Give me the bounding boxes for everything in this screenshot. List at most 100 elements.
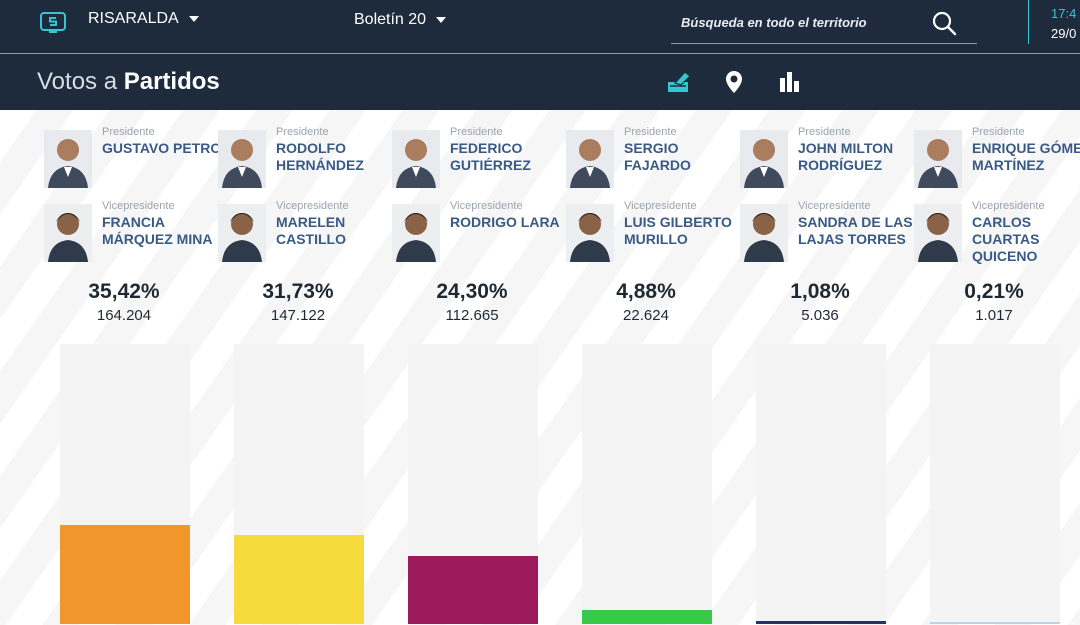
candidate-column: Presidente JOHN MILTON RODRÍGUEZ Vicepre… (696, 110, 913, 625)
vice-president-card[interactable]: Vicepresidente RODRIGO LARA (392, 200, 560, 270)
candidate-name: SERGIO FAJARDO (624, 140, 691, 173)
chevron-down-icon (188, 16, 199, 22)
vice-president-card[interactable]: Vicepresidente FRANCIA MÁRQUEZ MINA (44, 200, 212, 270)
president-card[interactable]: Presidente ENRIQUE GÓMEZ MARTÍNEZ (914, 126, 1080, 196)
avatar (740, 130, 788, 188)
role-label: Presidente (276, 126, 329, 138)
role-label: Vicepresidente (624, 200, 697, 212)
clock-date: 29/0 (1051, 26, 1077, 41)
region-dropdown[interactable]: RISARALDA (88, 10, 199, 28)
vote-count: 112.665 (445, 307, 499, 324)
president-card[interactable]: Presidente JOHN MILTON RODRÍGUEZ (740, 126, 896, 196)
candidate-column: Presidente ENRIQUE GÓMEZ MARTÍNEZ Vicepr… (870, 110, 1080, 625)
vote-percentage: 4,88% (616, 280, 676, 303)
vote-bar[interactable] (930, 622, 1060, 624)
candidate-column: Presidente GUSTAVO PETRO Vicepresidente … (0, 110, 221, 625)
president-card[interactable]: Presidente SERGIO FAJARDO (566, 126, 722, 196)
vice-president-card[interactable]: Vicepresidente SANDRA DE LAS LAJAS TORRE… (740, 200, 913, 270)
clock: 17:4 29/0 (1028, 0, 1080, 44)
vote-percentage: 1,08% (790, 280, 850, 303)
avatar (566, 204, 614, 262)
map-pin-icon[interactable] (720, 68, 748, 96)
vice-president-card[interactable]: Vicepresidente MARELEN CASTILLO (218, 200, 374, 270)
vote-bar[interactable] (582, 610, 712, 624)
avatar (914, 130, 962, 188)
role-label: Presidente (972, 126, 1025, 138)
top-bar: RISARALDA Boletín 20 17:4 29/0 (0, 0, 1080, 54)
candidate-name: GUSTAVO PETRO (102, 140, 222, 156)
president-card[interactable]: Presidente RODOLFO HERNÁNDEZ (218, 126, 374, 196)
avatar (740, 204, 788, 262)
vote-count: 5.036 (801, 307, 839, 324)
candidate-name: FEDERICO GUTIÉRREZ (450, 140, 531, 173)
bulletin-label: Boletín 20 (354, 11, 427, 28)
candidate-name: JOHN MILTON RODRÍGUEZ (798, 140, 894, 173)
role-label: Presidente (624, 126, 677, 138)
clock-time: 17:4 (1051, 6, 1077, 21)
page-title-main: Partidos (123, 68, 220, 95)
president-card[interactable]: Presidente FEDERICO GUTIÉRREZ (392, 126, 548, 196)
bar-track (408, 344, 538, 624)
avatar (392, 130, 440, 188)
page-title: Votos a Partidos (37, 68, 220, 96)
avatar (914, 204, 962, 262)
role-label: Presidente (450, 126, 503, 138)
candidate-column: Presidente FEDERICO GUTIÉRREZ Vicepresid… (348, 110, 560, 625)
candidate-name: CARLOS CUARTAS QUICENO (972, 214, 1040, 264)
search-box (671, 4, 977, 44)
bar-track (930, 344, 1060, 624)
candidate-name: MARELEN CASTILLO (276, 214, 346, 247)
role-label: Vicepresidente (276, 200, 349, 212)
chevron-down-icon (436, 17, 447, 23)
bulletin-dropdown[interactable]: Boletín 20 (354, 11, 447, 29)
vote-percentage: 0,21% (964, 280, 1024, 303)
candidate-name: RODOLFO HERNÁNDEZ (276, 140, 364, 173)
avatar (218, 204, 266, 262)
candidate-column: Presidente SERGIO FAJARDO Vicepresidente… (522, 110, 732, 625)
candidate-column: Presidente RODOLFO HERNÁNDEZ Vicepreside… (174, 110, 364, 625)
role-label: Presidente (102, 126, 155, 138)
candidate-name: ENRIQUE GÓMEZ MARTÍNEZ (972, 140, 1080, 173)
vote-bar[interactable] (60, 525, 190, 624)
president-card[interactable]: Presidente GUSTAVO PETRO (44, 126, 221, 196)
search-icon[interactable] (931, 10, 957, 36)
role-label: Vicepresidente (102, 200, 175, 212)
role-label: Vicepresidente (972, 200, 1045, 212)
candidate-name: SANDRA DE LAS LAJAS TORRES (798, 214, 913, 247)
vote-count: 147.122 (270, 307, 326, 324)
vote-bar[interactable] (234, 535, 364, 624)
app-logo-icon[interactable] (40, 12, 66, 34)
bar-track (582, 344, 712, 624)
vote-count: 1.017 (975, 307, 1013, 324)
vote-bar[interactable] (756, 621, 886, 624)
bar-track (234, 344, 364, 624)
avatar (44, 130, 92, 188)
vote-count: 164.204 (96, 307, 152, 324)
search-input[interactable] (681, 12, 921, 32)
bar-track (60, 344, 190, 624)
avatar (218, 130, 266, 188)
ballot-box-icon[interactable] (666, 68, 694, 96)
candidate-name: LUIS GILBERTO MURILLO (624, 214, 732, 247)
vice-president-card[interactable]: Vicepresidente CARLOS CUARTAS QUICENO (914, 200, 1070, 270)
vote-bar[interactable] (408, 556, 538, 624)
avatar (566, 130, 614, 188)
role-label: Vicepresidente (798, 200, 871, 212)
vice-president-card[interactable]: Vicepresidente LUIS GILBERTO MURILLO (566, 200, 732, 270)
vote-percentage: 35,42% (88, 280, 160, 303)
avatar (392, 204, 440, 262)
vote-percentage: 24,30% (436, 280, 508, 303)
vote-count: 22.624 (623, 307, 669, 324)
page-title-prefix: Votos a (37, 68, 118, 95)
vote-percentage: 31,73% (262, 280, 334, 303)
candidate-name: FRANCIA MÁRQUEZ MINA (102, 214, 213, 247)
candidate-name: RODRIGO LARA (450, 214, 560, 230)
role-label: Vicepresidente (450, 200, 523, 212)
header-divider (0, 53, 1080, 54)
avatar (44, 204, 92, 262)
region-label: RISARALDA (88, 10, 179, 27)
results-panel: Presidente GUSTAVO PETRO Vicepresidente … (0, 110, 1080, 625)
bar-track (756, 344, 886, 624)
title-bar: Votos a Partidos (0, 54, 1080, 110)
bar-chart-icon[interactable] (776, 68, 804, 96)
